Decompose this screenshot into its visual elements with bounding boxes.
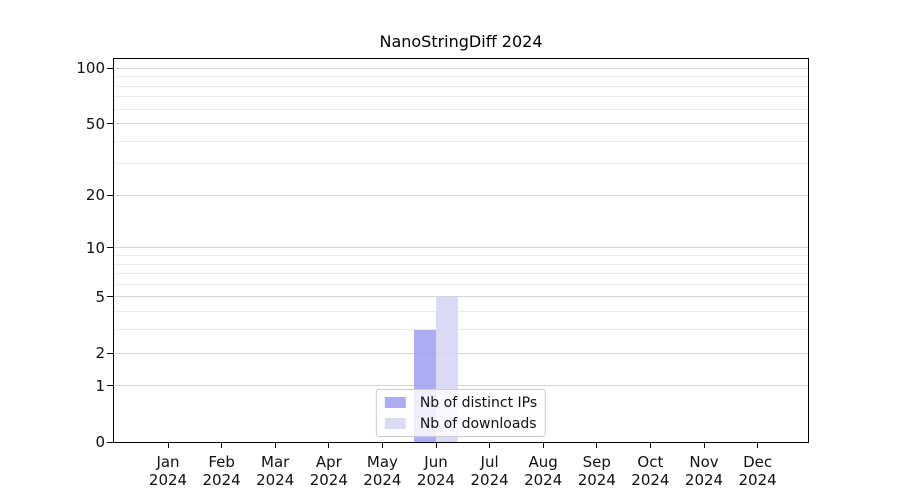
x-tick-month: Dec [743,453,773,471]
x-tick-mark [435,443,437,448]
x-tick-year: 2024 [524,471,563,489]
x-tick-year: 2024 [363,471,402,489]
minor-gridline [114,273,808,275]
minor-gridline [114,140,808,142]
x-tick-year: 2024 [309,471,348,489]
x-tick-year: 2024 [577,471,616,489]
x-tick-month: Aug [528,453,558,471]
legend-entry: Nb of downloads [384,414,537,433]
x-tick-label: Oct 2024 [614,453,686,489]
x-tick-label: Nov 2024 [668,453,740,489]
x-tick-year: 2024 [148,471,188,489]
minor-gridline [114,108,808,110]
x-tick-year: 2024 [470,471,509,489]
major-gridline [114,352,808,354]
legend-swatch [384,397,406,408]
x-tick-month: Apr [315,453,342,471]
x-tick-mark [381,443,383,448]
x-tick-mark [274,443,276,448]
major-gridline [114,194,808,196]
x-tick-label: Sep 2024 [561,453,633,489]
legend-entry: Nb of distinct IPs [384,393,538,412]
x-tick-month: Nov [689,453,719,471]
y-tick-label: 100 [76,59,105,78]
minor-gridline [114,85,808,87]
x-tick-label: Apr 2024 [293,453,365,489]
legend-entry-label: Nb of distinct IPs [419,394,538,411]
y-tick-label: 0 [95,433,105,451]
x-tick-label: Mar 2024 [239,453,311,489]
minor-gridline [114,76,808,78]
minor-gridline [114,96,808,98]
x-tick-mark [649,443,651,448]
major-gridline [114,296,808,298]
x-tick-month: Mar [261,453,290,471]
x-tick-label: Jan 2024 [132,453,204,489]
minor-gridline [114,283,808,285]
x-tick-mark [489,443,491,448]
x-tick-year: 2024 [631,471,670,489]
minor-gridline [114,329,808,331]
major-gridline [114,123,808,125]
x-tick-month: Jan [156,453,180,471]
x-tick-month: May [366,453,398,471]
y-tick-label: 1 [95,376,105,395]
legend-entry-label: Nb of downloads [419,415,537,432]
x-tick-label: Feb 2024 [186,453,258,489]
x-tick-mark [221,443,223,448]
x-tick-label: Dec 2024 [722,453,794,489]
x-tick-year: 2024 [738,471,777,489]
x-tick-month: Jul [480,453,499,471]
minor-gridline [114,263,808,265]
major-gridline [114,67,808,69]
y-tick-label: 5 [95,287,105,306]
x-tick-month: Jun [424,453,448,471]
x-tick-mark [542,443,544,448]
y-tick-label: 2 [95,344,105,363]
minor-gridline [114,255,808,256]
x-tick-label: Jun 2024 [400,453,472,489]
x-tick-label: Aug 2024 [507,453,579,489]
chart-title: NanoStringDiff 2024 [379,32,543,51]
major-gridline [114,385,808,387]
x-tick-mark [167,443,169,448]
y-tick-label: 20 [85,186,105,205]
x-tick-month: Sep [582,453,611,471]
x-tick-label: Jul 2024 [454,453,526,489]
x-tick-year: 2024 [684,471,724,489]
x-tick-mark [328,443,330,448]
minor-gridline [114,163,808,165]
x-tick-month: Oct [637,453,664,471]
x-tick-mark [596,443,598,448]
x-tick-year: 2024 [202,471,241,489]
legend: Nb of distinct IPs Nb of downloads [375,389,547,437]
x-tick-mark [757,443,759,448]
x-tick-label: May 2024 [346,453,418,489]
x-tick-mark [703,443,705,448]
y-tick-label: 10 [85,238,105,257]
major-gridline [114,247,808,249]
x-tick-year: 2024 [256,471,295,489]
x-tick-month: Feb [208,453,235,471]
minor-gridline [114,311,808,313]
x-tick-year: 2024 [416,471,456,489]
y-tick-label: 50 [85,114,105,133]
legend-swatch [384,418,406,429]
plot-area: Nb of distinct IPs Nb of downloads [113,58,809,443]
